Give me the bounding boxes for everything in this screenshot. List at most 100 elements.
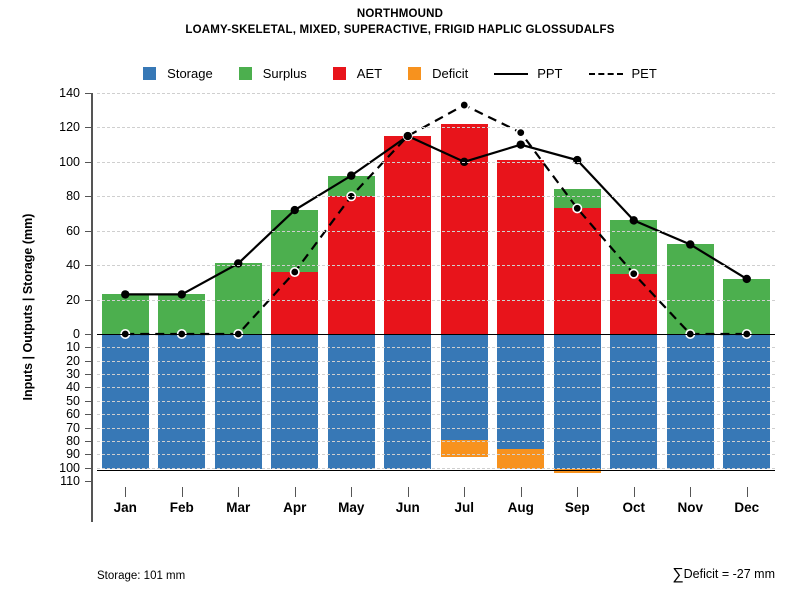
legend-item-storage[interactable]: Storage bbox=[143, 66, 239, 81]
chart-title-sub: LOAMY-SKELETAL, MIXED, SUPERACTIVE, FRIG… bbox=[185, 24, 615, 36]
y-tick-label: 80 bbox=[66, 189, 80, 204]
y-tick bbox=[85, 347, 92, 349]
legend-label: PPT bbox=[537, 66, 563, 81]
y-tick bbox=[85, 299, 92, 301]
bar-segment-surplus bbox=[723, 278, 771, 334]
x-tick-label-aug: Aug bbox=[507, 500, 534, 515]
y-tick bbox=[85, 374, 92, 376]
gridline-lower-90 bbox=[97, 454, 775, 456]
x-tick-label-jun: Jun bbox=[395, 500, 420, 515]
y-tick bbox=[85, 440, 92, 442]
x-tick-label-feb: Feb bbox=[169, 500, 194, 515]
x-tick-label-may: May bbox=[338, 500, 365, 515]
y-tick-label: 70 bbox=[66, 420, 80, 435]
bar-column-aug[interactable] bbox=[497, 93, 545, 522]
deficit-summary: ∑Deficit = -27 mm bbox=[672, 566, 775, 584]
x-tick bbox=[181, 487, 183, 497]
gridline-lower-40 bbox=[97, 387, 775, 389]
bar-column-jun[interactable] bbox=[384, 93, 432, 522]
x-tick bbox=[351, 487, 353, 497]
gridline-upper-60 bbox=[97, 230, 775, 232]
y-tick-label: 110 bbox=[60, 474, 80, 488]
plot-area bbox=[97, 93, 775, 522]
legend-label: AET bbox=[356, 66, 383, 81]
legend-label: Storage bbox=[167, 66, 213, 81]
y-tick-label: 30 bbox=[66, 367, 80, 382]
y-tick-label: 100 bbox=[59, 460, 80, 475]
bar-segment-aet bbox=[553, 208, 601, 334]
bar-column-sep[interactable] bbox=[553, 93, 601, 522]
bar-segment-storage bbox=[497, 334, 545, 449]
y-tick bbox=[85, 127, 92, 129]
x-tick bbox=[464, 487, 466, 497]
bar-column-jul[interactable] bbox=[440, 93, 488, 522]
x-tick bbox=[238, 487, 240, 497]
dashed-line-icon bbox=[588, 72, 623, 75]
y-tick-label: 20 bbox=[66, 353, 80, 368]
bar-segment-aet bbox=[610, 273, 658, 334]
bar-segment-surplus bbox=[666, 244, 714, 334]
bar-column-mar[interactable] bbox=[214, 93, 262, 522]
legend-item-ppt[interactable]: PPT bbox=[494, 66, 588, 81]
bar-column-nov[interactable] bbox=[666, 93, 714, 522]
gridline-lower-70 bbox=[97, 427, 775, 429]
x-tick bbox=[294, 487, 296, 497]
gridline-upper-140 bbox=[97, 93, 775, 94]
y-tick bbox=[85, 93, 92, 94]
bar-segment-aet bbox=[384, 136, 432, 334]
y-tick bbox=[85, 265, 92, 267]
legend-label: Deficit bbox=[432, 66, 469, 81]
x-tick-label-dec: Dec bbox=[734, 500, 760, 515]
legend-item-deficit[interactable]: Deficit bbox=[408, 66, 494, 81]
chart-title-main: NORTHMOUND bbox=[356, 8, 444, 20]
bar-segment-surplus bbox=[271, 210, 319, 273]
gridline-upper-120 bbox=[97, 127, 775, 129]
legend-item-pet[interactable]: PET bbox=[588, 66, 657, 81]
y-tick bbox=[85, 400, 92, 402]
bar-segment-surplus bbox=[553, 189, 601, 209]
plot-baseline bbox=[97, 470, 775, 472]
bar-segment-aet bbox=[440, 123, 488, 334]
bar-segment-surplus bbox=[327, 175, 375, 197]
x-tick bbox=[125, 487, 127, 497]
gridline-lower-50 bbox=[97, 400, 775, 402]
bar-column-dec[interactable] bbox=[723, 93, 771, 522]
bar-column-feb[interactable] bbox=[158, 93, 206, 522]
chart-legend: Storage Surplus AET Deficit PPT PET bbox=[0, 66, 800, 81]
gridline-lower-20 bbox=[97, 360, 775, 362]
gridline-upper-40 bbox=[97, 265, 775, 267]
bar-column-oct[interactable] bbox=[610, 93, 658, 522]
x-tick-label-sep: Sep bbox=[564, 500, 590, 515]
y-tick bbox=[85, 427, 92, 429]
legend-item-surplus[interactable]: Surplus bbox=[238, 66, 333, 81]
storage-summary: Storage: 101 mm bbox=[97, 570, 186, 582]
y-tick-label: 10 bbox=[66, 340, 80, 355]
y-tick-label: 120 bbox=[59, 120, 80, 135]
bar-segment-deficit bbox=[497, 448, 545, 469]
y-tick-label: 80 bbox=[66, 433, 80, 448]
x-tick-label-jul: Jul bbox=[454, 500, 474, 515]
x-tick bbox=[633, 487, 635, 497]
legend-item-aet[interactable]: AET bbox=[332, 66, 408, 81]
x-tick bbox=[407, 487, 409, 497]
gridline-upper-0 bbox=[97, 334, 775, 335]
y-tick bbox=[85, 467, 92, 469]
bar-column-apr[interactable] bbox=[271, 93, 319, 522]
x-tick bbox=[577, 487, 579, 497]
y-tick bbox=[85, 360, 92, 362]
bar-column-jan[interactable] bbox=[101, 93, 149, 522]
bar-column-may[interactable] bbox=[327, 93, 375, 522]
legend-label: Surplus bbox=[262, 66, 307, 81]
x-tick-label-apr: Apr bbox=[283, 500, 307, 515]
square-swatch-icon bbox=[143, 67, 157, 80]
y-tick-label: 50 bbox=[66, 393, 80, 408]
bar-segment-storage bbox=[440, 334, 488, 440]
y-tick-label: 40 bbox=[66, 380, 80, 395]
y-axis-label: Inputs | Outputs | Storage (mm) bbox=[21, 213, 35, 401]
y-tick bbox=[85, 387, 92, 389]
gridline-lower-80 bbox=[97, 440, 775, 442]
y-tick-label: 0 bbox=[73, 327, 80, 341]
bar-segment-aet bbox=[497, 160, 545, 334]
x-tick-label-oct: Oct bbox=[622, 500, 645, 515]
